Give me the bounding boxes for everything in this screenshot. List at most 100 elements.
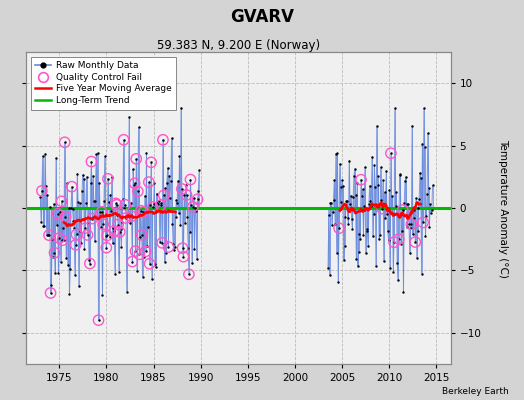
Point (193, 196, 202, 202)
Point (170, 246, 178, 253)
Point (195, 167, 203, 174)
Point (60, 139, 69, 146)
Point (341, 214, 350, 220)
Point (66, 266, 74, 272)
Point (413, 228, 422, 234)
Point (83, 232, 92, 238)
Point (361, 164, 369, 170)
Point (68, 184, 76, 190)
Point (80, 246, 89, 252)
Point (424, 185, 433, 191)
Point (395, 236, 403, 242)
Point (64, 205, 73, 211)
Point (71, 242, 80, 248)
Legend: Raw Monthly Data, Quality Control Fail, Five Year Moving Average, Long-Term Tren: Raw Monthly Data, Quality Control Fail, … (31, 56, 176, 110)
Point (137, 208, 145, 214)
Point (50, 250, 59, 256)
Point (118, 218, 126, 225)
Point (154, 201, 162, 208)
Point (362, 250, 370, 257)
Point (173, 200, 181, 206)
Point (128, 258, 136, 265)
Point (102, 244, 111, 251)
Point (332, 150, 340, 157)
Point (390, 239, 398, 246)
Point (357, 176, 365, 183)
Point (327, 199, 335, 206)
Point (394, 277, 402, 284)
Point (353, 180, 361, 186)
Point (60, 139, 69, 146)
Point (102, 244, 111, 251)
Point (67, 205, 75, 212)
Point (333, 150, 342, 156)
Point (363, 228, 372, 234)
Point (104, 176, 112, 182)
Point (79, 176, 88, 182)
Point (81, 225, 89, 231)
Point (139, 209, 147, 215)
Point (335, 225, 343, 232)
Point (326, 199, 335, 206)
Point (119, 136, 128, 143)
Point (141, 248, 150, 254)
Point (192, 208, 200, 214)
Point (335, 160, 344, 167)
Point (407, 221, 416, 228)
Point (374, 182, 383, 188)
Point (81, 225, 89, 231)
Point (348, 226, 356, 232)
Point (120, 205, 128, 211)
Point (179, 254, 188, 260)
Point (99, 221, 107, 228)
Point (192, 256, 201, 262)
Point (357, 176, 365, 183)
Point (373, 173, 381, 180)
Point (88, 215, 96, 222)
Point (58, 237, 67, 244)
Point (158, 240, 166, 246)
Point (325, 212, 333, 218)
Point (93, 150, 102, 156)
Point (386, 265, 394, 272)
Point (103, 232, 111, 239)
Point (149, 201, 158, 207)
Point (46, 290, 54, 296)
Point (129, 166, 137, 172)
Point (97, 209, 106, 215)
Point (127, 213, 136, 220)
Point (86, 180, 95, 186)
Point (57, 198, 66, 204)
Point (49, 201, 58, 207)
Point (191, 204, 199, 211)
Point (409, 207, 418, 213)
Point (160, 259, 169, 265)
Point (365, 201, 373, 207)
Point (117, 244, 125, 250)
Point (123, 288, 131, 295)
Point (392, 189, 400, 195)
Point (110, 228, 118, 234)
Point (379, 258, 388, 265)
Point (384, 237, 392, 243)
Point (383, 211, 391, 218)
Point (177, 105, 185, 111)
Point (325, 272, 334, 278)
Point (337, 184, 345, 190)
Point (42, 232, 51, 238)
Point (96, 209, 104, 215)
Point (130, 180, 139, 186)
Point (92, 151, 100, 158)
Point (53, 210, 62, 217)
Point (165, 172, 173, 179)
Point (58, 237, 67, 244)
Point (100, 198, 108, 204)
Point (143, 243, 151, 249)
Point (88, 215, 96, 222)
Point (148, 276, 156, 282)
Point (427, 210, 435, 216)
Point (63, 180, 71, 186)
Point (422, 213, 430, 220)
Point (89, 172, 97, 179)
Point (382, 168, 390, 174)
